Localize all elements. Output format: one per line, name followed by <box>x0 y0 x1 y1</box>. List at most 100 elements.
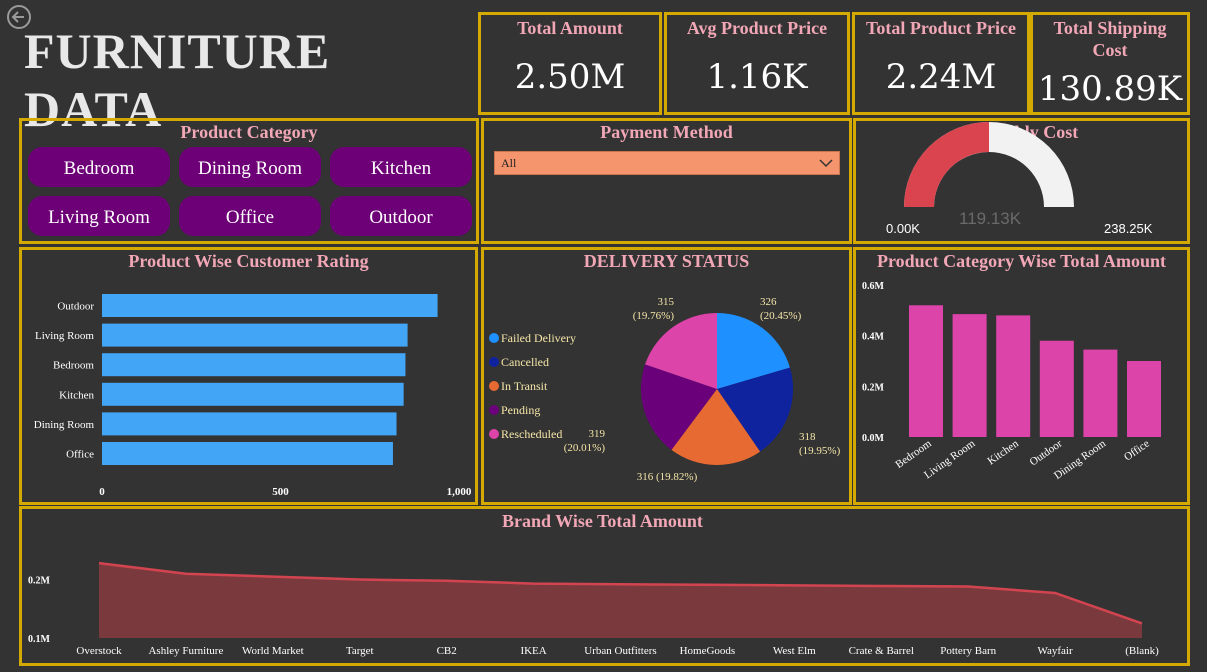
x-tick-label: Outdoor <box>1028 437 1065 468</box>
legend-marker <box>489 429 499 439</box>
y-tick-label: 0.6M <box>862 281 885 292</box>
kpi-card-avg-product-price: Avg Product Price 1.16K <box>664 12 850 115</box>
kpi-value: 1.16K <box>706 57 808 97</box>
legend-marker <box>489 357 499 367</box>
slice-count-label: 315 <box>658 296 675 308</box>
rating-bar <box>102 382 404 406</box>
kpi-label: Total Product Price <box>866 18 1016 38</box>
legend-label: Failed Delivery <box>501 331 576 345</box>
gauge-fill <box>904 122 990 207</box>
x-tick-label: Kitchen <box>986 437 1022 467</box>
slicer-title: Payment Method <box>600 122 733 142</box>
slice-count-label: 326 <box>760 296 777 308</box>
kpi-label: Total Amount <box>517 18 623 38</box>
x-tick-label: Crate & Barrel <box>849 645 914 657</box>
kpi-card-total-amount: Total Amount 2.50M <box>478 12 662 115</box>
category-bar <box>909 305 943 437</box>
x-tick-label: West Elm <box>773 645 816 657</box>
back-arrow-icon[interactable] <box>6 4 32 30</box>
gauge-value-label: 119.13K <box>959 209 1022 228</box>
customer-rating-chart: Product Wise Customer Rating Outdoor Livi… <box>19 247 478 505</box>
rating-bar <box>102 353 406 377</box>
category-bar <box>1083 349 1118 437</box>
category-bar <box>952 314 987 437</box>
x-tick-label: HomeGoods <box>680 645 736 657</box>
area-fill <box>99 563 1142 638</box>
chart-title: DELIVERY STATUS <box>583 251 750 271</box>
payment-method-slicer: Payment Method All <box>481 118 852 244</box>
delivery-status-chart: DELIVERY STATUS 326 (20.45%) Failed Delive… <box>481 247 852 505</box>
kpi-card-total-product-price: Total Product Price 2.24M <box>852 12 1030 115</box>
legend-marker <box>489 405 499 415</box>
kpi-value: 130.89K <box>1037 69 1183 109</box>
x-tick-label: Urban Outfitters <box>584 645 656 657</box>
x-tick-label: 1,000 <box>447 486 472 498</box>
pie-slice <box>641 364 717 450</box>
pie-slice <box>671 389 761 465</box>
rating-bar <box>102 442 393 465</box>
category-button-bedroom[interactable]: Bedroom <box>28 147 170 187</box>
kpi-value: 2.24M <box>885 57 997 97</box>
category-label: Kitchen <box>59 389 94 401</box>
rating-bar <box>102 323 408 347</box>
category-amount-chart: Product Category Wise Total Amount 0.0M 0… <box>853 247 1190 505</box>
x-tick-label: (Blank) <box>1125 645 1159 657</box>
category-bar <box>996 315 1031 437</box>
chart-title: Product Wise Customer Rating <box>128 251 369 271</box>
x-tick-label: CB2 <box>437 645 457 657</box>
slice-percent-label: (19.95%) <box>799 445 841 457</box>
x-tick-label: IKEA <box>520 645 546 657</box>
pie-slice <box>645 313 717 389</box>
x-tick-label: Office <box>1122 438 1152 464</box>
pie-slice <box>717 313 790 389</box>
x-tick-label: Target <box>346 645 374 657</box>
category-button-office[interactable]: Office <box>179 196 321 236</box>
category-bar <box>1039 340 1074 437</box>
gauge-max-label: 238.25K <box>1104 221 1153 236</box>
x-tick-label: Wayfair <box>1038 645 1073 657</box>
brand-amount-chart: Brand Wise Total Amount 0.1M 0.2M Overstoc… <box>19 506 1190 666</box>
page-title: FURNITURE DATA <box>24 23 331 137</box>
category-button-dining-room[interactable]: Dining Room <box>179 147 321 187</box>
product-category-slicer: Product Category Bedroom Dining Room Kit… <box>19 118 479 244</box>
legend-label: In Transit <box>501 379 548 393</box>
chevron-down-icon <box>819 159 833 168</box>
legend-label: Cancelled <box>501 355 549 369</box>
slice-count-label: 318 <box>799 431 816 443</box>
slice-count-label: 319 <box>589 428 606 440</box>
payment-method-dropdown[interactable]: All <box>494 151 840 175</box>
category-label: Outdoor <box>57 301 94 313</box>
y-tick-label: 0.1M <box>28 634 51 645</box>
x-tick-label: Ashley Furniture <box>148 645 223 657</box>
category-button-kitchen[interactable]: Kitchen <box>330 147 472 187</box>
y-tick-label: 0.2M <box>862 382 885 393</box>
dropdown-selected-value: All <box>501 156 517 170</box>
area-line <box>98 561 1143 625</box>
y-tick-label: 0.4M <box>862 332 885 343</box>
slice-percent-label: (20.01%) <box>564 442 606 454</box>
category-label: Dining Room <box>34 419 95 431</box>
rating-bar <box>102 412 397 436</box>
y-tick-label: 0.0M <box>862 433 885 444</box>
slice-percent-label: (19.76%) <box>633 310 675 322</box>
pie-slice <box>717 367 793 452</box>
kpi-label: Total Shipping Cost <box>1053 18 1167 60</box>
slice-percent-label: (20.45%) <box>760 310 802 322</box>
x-tick-label: 500 <box>272 486 289 498</box>
slice-count-label: 316 (19.82%) <box>637 471 698 483</box>
chart-title: Brand Wise Total Amount <box>502 511 703 531</box>
rating-bar <box>102 294 438 317</box>
category-label: Office <box>66 449 94 461</box>
legend-label: Rescheduled <box>501 427 562 441</box>
kpi-label: Avg Product Price <box>686 18 828 38</box>
category-button-living-room[interactable]: Living Room <box>28 196 170 236</box>
legend-label: Pending <box>501 403 540 417</box>
legend-marker <box>489 333 499 343</box>
assembly-cost-gauge: Assembly Cost 0.00K 238.25K 119.13K <box>853 118 1190 244</box>
category-button-outdoor[interactable]: Outdoor <box>330 196 472 236</box>
x-tick-label: Bedroom <box>893 437 934 471</box>
y-tick-label: 0.2M <box>28 576 51 587</box>
gauge-min-label: 0.00K <box>886 221 920 236</box>
x-tick-label: 0 <box>99 486 105 498</box>
x-tick-label: Overstock <box>76 645 122 657</box>
